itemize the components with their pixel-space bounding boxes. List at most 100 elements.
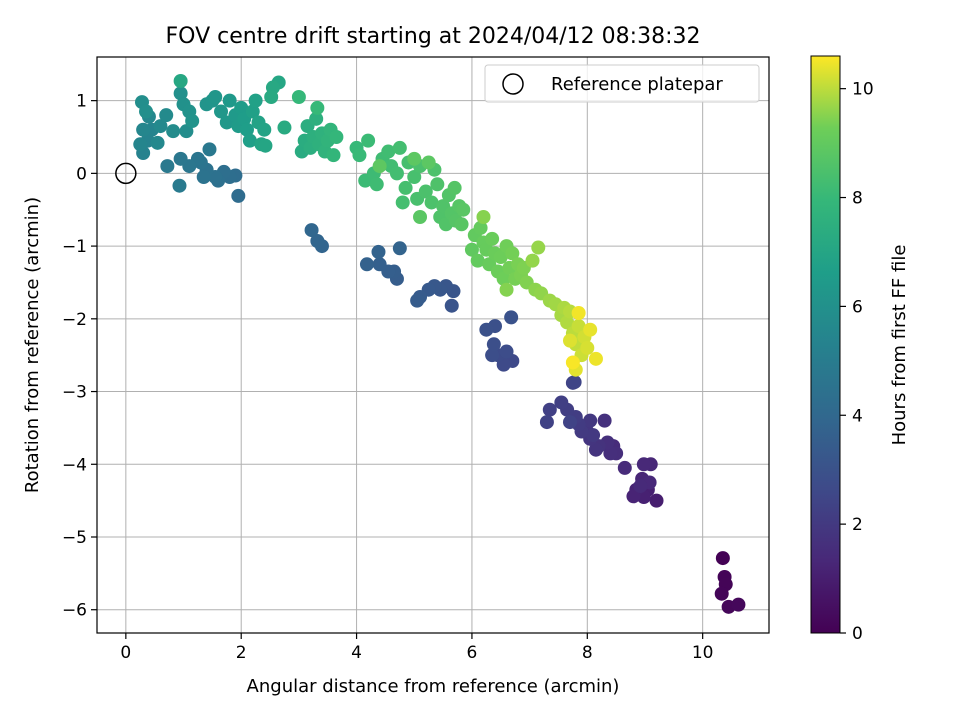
y-tick-label: 1 — [76, 92, 87, 112]
scatter-point — [473, 220, 488, 235]
scatter-point — [395, 195, 410, 210]
x-tick-label: 2 — [236, 643, 247, 663]
scatter-point — [160, 159, 175, 174]
colorbar-tick-label: 8 — [852, 189, 863, 209]
scatter-point — [626, 489, 641, 504]
x-tick-label: 0 — [120, 643, 131, 663]
scatter-point — [291, 90, 306, 104]
scatter-point — [179, 124, 194, 139]
scatter-point — [185, 114, 200, 128]
scatter-point — [304, 223, 319, 238]
scatter-point — [531, 240, 546, 255]
x-tick-label: 4 — [351, 643, 362, 663]
plot-frame — [96, 56, 770, 634]
scatter-point — [257, 122, 272, 137]
scatter-point — [583, 322, 598, 337]
scatter-point — [150, 135, 165, 150]
y-axis-label: Rotation from reference (arcmin) — [22, 197, 43, 493]
y-tick-label: −5 — [62, 528, 87, 548]
chart-title: FOV centre drift starting at 2024/04/12 … — [166, 24, 701, 49]
scatter-point — [309, 111, 324, 126]
scatter-point — [447, 180, 462, 195]
scatter-point — [234, 100, 249, 115]
y-tick-label: −3 — [62, 383, 87, 403]
scatter-point — [565, 355, 580, 370]
scatter-point — [444, 298, 459, 313]
scatter-point — [173, 74, 188, 88]
scatter-point — [372, 257, 387, 272]
scatter-point — [486, 337, 501, 352]
scatter-point — [633, 479, 648, 494]
y-tick-label: −6 — [62, 601, 87, 621]
colorbar-tick-label: 6 — [852, 297, 863, 317]
scatter-point — [173, 151, 188, 166]
colorbar-label: Hours from first FF file — [889, 245, 910, 446]
scatter-point — [456, 202, 471, 217]
legend-label: Reference platepar — [551, 74, 723, 95]
scatter-point — [133, 137, 148, 152]
reference-marker — [115, 162, 137, 185]
scatter-point — [172, 178, 187, 193]
y-axis: −6 −5 −4 −3 −2 −1 0 1 — [62, 92, 97, 621]
scatter-point — [571, 319, 586, 334]
scatter-point — [597, 413, 612, 428]
scatter-point — [196, 170, 211, 184]
scatter-point — [505, 246, 520, 261]
y-tick-label: −4 — [62, 455, 87, 475]
scatter-point — [372, 159, 387, 174]
colorbar-ticks: 0 2 4 6 8 10 — [840, 80, 874, 644]
scatter-point — [166, 124, 181, 139]
scatter-point — [381, 144, 396, 159]
scatter-point — [136, 122, 151, 137]
scatter-point — [731, 597, 746, 612]
scatter-point — [418, 184, 433, 199]
scatter-point — [258, 138, 273, 153]
scatter-point — [329, 130, 344, 144]
scatter-point — [159, 108, 174, 123]
legend: Reference platepar — [484, 64, 760, 103]
scatter-point — [476, 210, 491, 224]
colorbar: 0 2 4 6 8 10 Hours from first FF file — [810, 55, 910, 644]
scatter-point — [430, 177, 445, 192]
scatter-point — [310, 100, 325, 115]
scatter-point — [264, 90, 279, 104]
scatter-point — [173, 86, 188, 101]
y-tick-label: −1 — [62, 237, 87, 257]
scatter-point — [231, 188, 246, 203]
scatter-point — [202, 142, 217, 157]
x-axis-label: Angular distance from reference (arcmin) — [247, 676, 620, 697]
scatter-point — [139, 104, 154, 119]
scatter-point — [239, 122, 254, 137]
scatter-point — [413, 210, 428, 224]
scatter-point — [636, 457, 651, 472]
scatter-point — [214, 104, 229, 119]
colorbar-tick-label: 0 — [852, 624, 863, 644]
scatter-point — [407, 170, 422, 184]
scatter-point — [571, 306, 586, 320]
scatter-point — [586, 428, 601, 443]
scatter-point — [603, 446, 618, 461]
scatter-point — [398, 180, 413, 195]
scatter-point — [242, 133, 257, 148]
scatter-point — [562, 415, 577, 430]
scatter-point — [485, 348, 500, 363]
x-tick-label: 10 — [692, 643, 714, 663]
scatter-point — [248, 93, 263, 108]
scatter-point — [421, 155, 436, 170]
scatter-point — [617, 460, 632, 475]
scatter-point — [504, 310, 519, 325]
scatter-point — [542, 402, 557, 417]
scatter-point — [470, 253, 485, 268]
colorbar-gradient — [810, 55, 841, 634]
scatter-point — [245, 104, 260, 119]
scatter-point — [649, 493, 664, 508]
scatter-point — [392, 241, 407, 256]
scatter-point — [485, 231, 500, 246]
colorbar-tick-label: 10 — [852, 80, 874, 100]
scatter-point — [310, 234, 325, 248]
colorbar-tick-label: 2 — [852, 515, 863, 535]
scatter-point — [277, 120, 292, 135]
scatter-point — [352, 148, 367, 163]
